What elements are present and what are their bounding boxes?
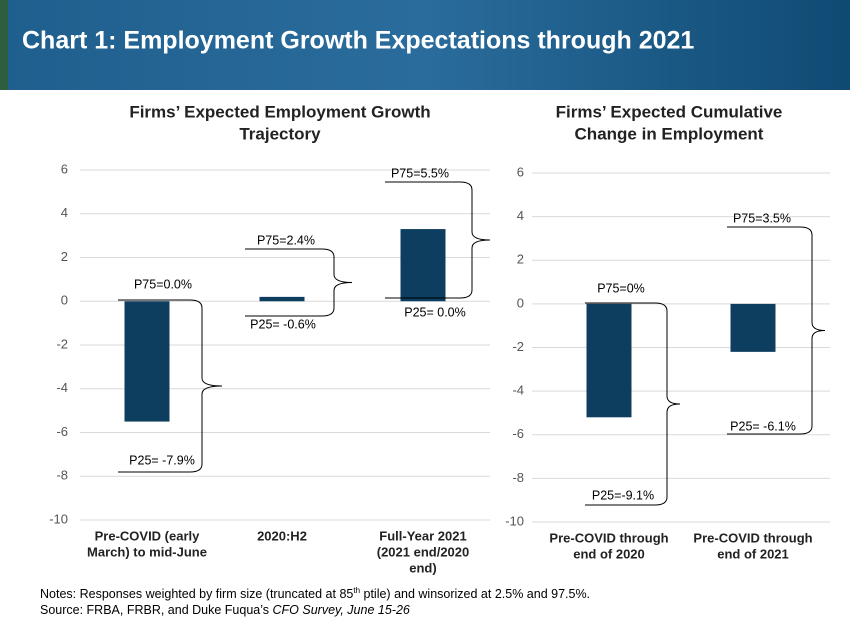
percentile-brace xyxy=(585,302,681,506)
x-tick-label: (2021 end/2020 xyxy=(377,544,470,559)
p75-label: P75=0% xyxy=(597,281,645,295)
x-tick-label: March) to mid-June xyxy=(87,544,207,559)
bar xyxy=(586,303,632,418)
x-tick-label: end of 2021 xyxy=(717,546,789,561)
y-tick-label: 0 xyxy=(517,295,524,310)
y-tick-label: 6 xyxy=(61,161,68,176)
x-tick-label: end of 2020 xyxy=(573,546,645,561)
p25-label: P25= -6.1% xyxy=(730,419,796,433)
header-accent xyxy=(0,0,8,90)
p25-label: P25= 0.0% xyxy=(404,305,466,319)
source-title: CFO Survey, June 15-26 xyxy=(272,603,410,618)
header-band xyxy=(0,0,850,90)
p25-label: P25= -7.9% xyxy=(129,453,195,467)
p25-label: P25=-9.1% xyxy=(592,488,654,502)
y-tick-label: 2 xyxy=(517,252,524,267)
y-tick-label: -10 xyxy=(49,511,68,526)
p75-label: P75=5.5% xyxy=(391,166,449,180)
x-tick-label: Pre-COVID (early xyxy=(95,528,201,543)
y-tick-label: -8 xyxy=(512,470,524,485)
x-tick-label: Full-Year 2021 xyxy=(379,528,466,543)
y-tick-label: -2 xyxy=(56,336,68,351)
notes-sup: th xyxy=(353,586,361,595)
p75-label: P75=3.5% xyxy=(733,211,791,225)
p75-label: P75=2.4% xyxy=(257,233,315,247)
y-tick-label: 6 xyxy=(517,164,524,179)
y-tick-label: 4 xyxy=(517,208,524,223)
y-tick-label: -2 xyxy=(512,339,524,354)
notes-line: Notes: Responses weighted by firm size (… xyxy=(40,583,590,602)
y-tick-label: -4 xyxy=(56,380,68,395)
percentile-brace xyxy=(245,248,353,317)
bar xyxy=(400,229,446,302)
notes-text: ptile) and winsorized at 2.5% and 97.5%. xyxy=(360,587,591,602)
bar xyxy=(730,303,776,352)
page-title: Chart 1: Employment Growth Expectations … xyxy=(22,27,694,55)
bar xyxy=(124,301,170,422)
y-tick-label: -6 xyxy=(512,426,524,441)
p75-label: P75=0.0% xyxy=(134,277,192,291)
y-tick-label: -8 xyxy=(56,468,68,483)
y-tick-label: 0 xyxy=(61,293,68,308)
chart-title: Firms’ Expected Cumulative xyxy=(556,102,783,121)
chart-title: Trajectory xyxy=(239,124,321,143)
percentile-brace xyxy=(385,181,491,299)
percentile-brace xyxy=(727,226,826,435)
y-tick-label: -6 xyxy=(56,424,68,439)
x-tick-label: Pre-COVID through xyxy=(693,530,812,545)
x-tick-label: Pre-COVID through xyxy=(549,530,668,545)
notes-text: Notes: Responses weighted by firm size (… xyxy=(40,587,354,602)
percentile-brace xyxy=(118,299,223,473)
chart-title: Change in Employment xyxy=(575,124,764,143)
x-tick-label: 2020:H2 xyxy=(257,528,307,543)
y-tick-label: -4 xyxy=(512,383,524,398)
y-tick-label: -10 xyxy=(505,513,524,528)
chart-title: Firms’ Expected Employment Growth xyxy=(129,102,430,121)
source-line: Source: FRBA, FRBR, and Duke Fuqua’s CFO… xyxy=(40,602,590,618)
bar xyxy=(259,296,305,302)
x-tick-label: end) xyxy=(409,560,436,575)
source-text: Source: FRBA, FRBR, and Duke Fuqua’s xyxy=(40,603,273,618)
notes: Notes: Responses weighted by firm size (… xyxy=(40,583,590,618)
y-tick-label: 2 xyxy=(61,249,68,264)
y-tick-label: 4 xyxy=(61,205,68,220)
p25-label: P25= -0.6% xyxy=(250,317,316,331)
